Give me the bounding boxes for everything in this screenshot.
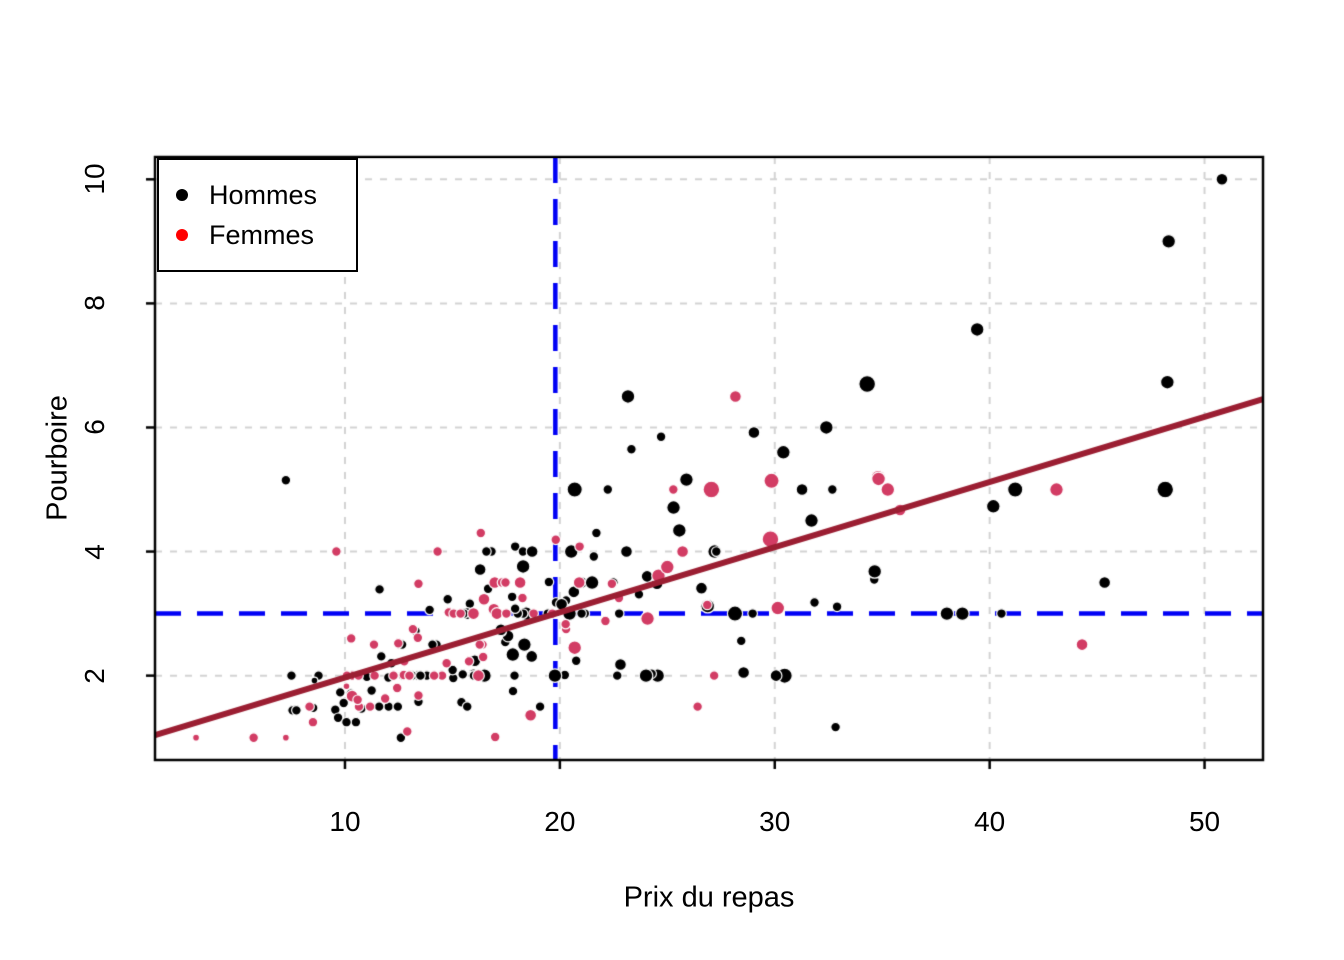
legend-item-hommes: Hommes [176,179,356,211]
y-axis-tick-label: 8 [79,295,110,312]
hommes-dot-icon [176,189,188,201]
femmes-dot-icon [176,229,188,241]
y-axis-tick-label: 4 [79,543,110,560]
y-axis-tick-label: 2 [79,667,110,684]
x-axis-tick-label: 50 [1188,806,1221,837]
x-axis-tick-label: 40 [974,806,1006,837]
legend-item-femmes: Femmes [176,219,356,251]
x-axis-tick-label: 30 [759,806,791,837]
x-axis-tick-label: 20 [544,806,576,837]
y-axis-tick-label: 6 [79,419,110,436]
y-axis-tick-label: 10 [79,163,110,195]
x-axis-tick-label: 10 [329,806,361,837]
y-axis-title: Pourboire [41,395,74,521]
legend-label-femmes: Femmes [209,219,315,250]
x-axis-title: Prix du repas [623,881,795,914]
legend-label-hommes: Hommes [209,179,318,210]
legend-box: Hommes Femmes [157,158,358,272]
